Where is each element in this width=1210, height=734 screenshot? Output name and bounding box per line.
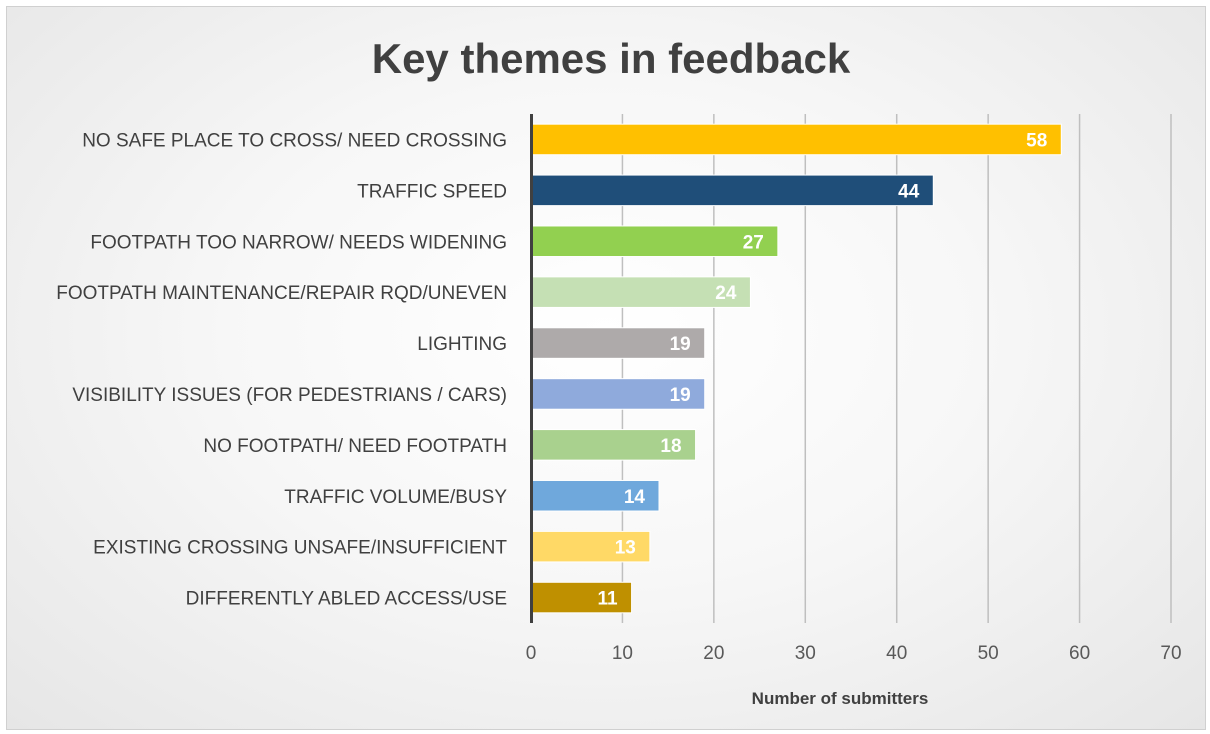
- data-label: 13: [615, 538, 636, 559]
- category-label: NO FOOTPATH/ NEED FOOTPATH: [203, 436, 507, 457]
- category-label: NO SAFE PLACE TO CROSS/ NEED CROSSING: [82, 130, 507, 151]
- x-tick-label: 10: [612, 643, 633, 664]
- category-label: FOOTPATH MAINTENANCE/REPAIR RQD/UNEVEN: [56, 283, 507, 304]
- bar: [531, 123, 1062, 156]
- data-label: 18: [660, 436, 681, 457]
- chart-title: Key themes in feedback: [372, 35, 851, 82]
- bars: 58 44 27 24 19 19 18 14 13 11: [531, 123, 1062, 614]
- x-tick-label: 70: [1160, 643, 1181, 664]
- x-tick-label: 50: [978, 643, 999, 664]
- x-tick-label: 60: [1069, 643, 1090, 664]
- data-label: 27: [743, 232, 764, 253]
- bar: [531, 225, 779, 258]
- category-label: EXISTING CROSSING UNSAFE/INSUFFICIENT: [93, 538, 507, 559]
- bar: [531, 530, 651, 563]
- x-tick-label: 30: [795, 643, 816, 664]
- category-labels: NO SAFE PLACE TO CROSS/ NEED CROSSING TRA…: [56, 130, 507, 609]
- bar: [531, 174, 934, 207]
- category-label: TRAFFIC VOLUME/BUSY: [284, 487, 507, 508]
- bar-chart: Key themes in feedback 58 44 27 24 19 19 18 14 1…: [56, 35, 1182, 708]
- category-label: TRAFFIC SPEED: [357, 181, 507, 202]
- x-axis-title: Number of submitters: [752, 689, 929, 708]
- data-label: 58: [1026, 130, 1047, 151]
- x-tick-label: 0: [526, 643, 537, 664]
- data-label: 14: [624, 487, 646, 508]
- category-label: LIGHTING: [417, 334, 507, 355]
- bar: [531, 327, 706, 359]
- x-tick-label: 40: [886, 643, 907, 664]
- bar: [531, 479, 660, 512]
- data-label: 11: [597, 589, 618, 610]
- x-axis-ticks: 0 10 20 30 40 50 60 70: [526, 643, 1182, 664]
- category-label: DIFFERENTLY ABLED ACCESS/USE: [186, 589, 507, 610]
- bar: [531, 581, 633, 614]
- data-label: 24: [715, 283, 737, 304]
- category-label: VISIBILITY ISSUES (FOR PEDESTRIANS / CAR…: [72, 385, 507, 406]
- bar: [531, 378, 706, 410]
- x-tick-label: 20: [703, 643, 724, 664]
- chart-container: Key themes in feedback 58 44 27 24 19 19 18 14 1…: [6, 6, 1206, 730]
- data-label: 19: [670, 334, 691, 355]
- category-label: FOOTPATH TOO NARROW/ NEEDS WIDENING: [90, 232, 507, 253]
- data-label: 44: [898, 181, 920, 202]
- data-label: 19: [670, 385, 691, 406]
